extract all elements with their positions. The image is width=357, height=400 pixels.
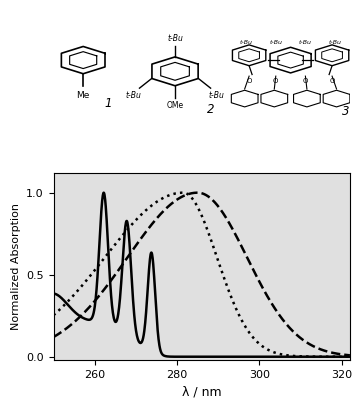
- Text: 1: 1: [105, 97, 112, 110]
- Text: Me: Me: [76, 90, 90, 100]
- Text: t-Bu: t-Bu: [240, 40, 253, 45]
- Text: t-Bu: t-Bu: [126, 91, 141, 100]
- X-axis label: λ / nm: λ / nm: [182, 385, 221, 398]
- Text: 2: 2: [207, 103, 214, 116]
- Text: OMe: OMe: [166, 101, 183, 110]
- Text: O: O: [303, 78, 308, 84]
- Text: 3: 3: [342, 105, 349, 118]
- Text: O: O: [330, 78, 335, 84]
- Text: O: O: [273, 78, 278, 84]
- Text: O: O: [246, 78, 252, 84]
- Text: t-Bu: t-Bu: [299, 40, 312, 45]
- Text: t-Bu: t-Bu: [269, 40, 282, 45]
- Y-axis label: Normalized Absorption: Normalized Absorption: [11, 203, 21, 330]
- Text: t-Bu: t-Bu: [328, 40, 342, 45]
- Text: t-Bu: t-Bu: [167, 34, 183, 43]
- Text: t-Bu: t-Bu: [208, 91, 225, 100]
